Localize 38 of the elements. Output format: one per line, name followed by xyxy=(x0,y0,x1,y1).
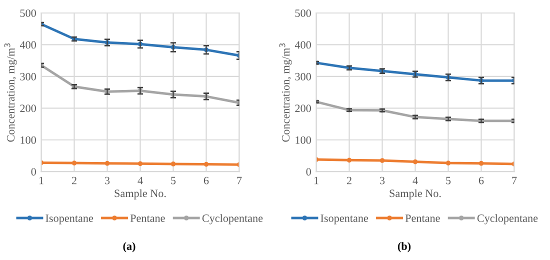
legend-label: Pentane xyxy=(130,214,165,222)
y-tick-label: 100 xyxy=(296,136,311,144)
y-tick-label: 200 xyxy=(295,104,311,112)
x-tick-label: 4 xyxy=(412,176,418,184)
x-tick-label: 2 xyxy=(346,176,352,184)
y-tick-label: 500 xyxy=(20,9,36,17)
legend-label: Cyclopentane xyxy=(477,214,538,224)
y-tick-label: 300 xyxy=(295,72,311,80)
x-tick-label: 6 xyxy=(204,176,209,184)
x-axis-title: Sample No. xyxy=(390,189,441,200)
y-axis-title: Concentration, mg/m$^{3}$ xyxy=(279,43,292,142)
x-tick-label: 5 xyxy=(446,176,451,184)
text: (a) xyxy=(123,242,136,252)
y-tick-label: 0 xyxy=(306,168,311,176)
y-tick-label: 100 xyxy=(20,136,36,144)
text: (b) xyxy=(398,242,411,252)
legend-label: Isopentane xyxy=(320,214,368,224)
legend-label: Isopentane xyxy=(46,214,94,224)
y-tick-label: 500 xyxy=(295,9,311,17)
x-axis-title: Sample No. xyxy=(114,189,166,200)
x-tick-label: 4 xyxy=(138,176,143,184)
x-tick-label: 7 xyxy=(237,176,242,184)
x-tick-label: 1 xyxy=(39,176,44,184)
x-tick-label: 3 xyxy=(380,176,385,184)
y-tick-label: 200 xyxy=(20,104,36,112)
x-tick-label: 7 xyxy=(512,176,517,184)
x-tick-label: 2 xyxy=(72,176,76,184)
y-axis-title: Concentration, mg/m$^{3}$ xyxy=(4,43,17,142)
x-tick-label: 6 xyxy=(478,176,484,184)
y-tick-label: 400 xyxy=(294,41,311,49)
y-tick-label: 0 xyxy=(31,168,36,176)
legend-label: Cyclopentane xyxy=(202,214,263,224)
y-tick-label: 400 xyxy=(20,41,36,49)
x-tick-label: 5 xyxy=(171,176,176,184)
x-tick-label: 1 xyxy=(314,176,318,184)
x-tick-label: 3 xyxy=(105,176,110,184)
y-tick-label: 300 xyxy=(20,72,36,80)
legend-label: Pentane xyxy=(405,214,440,222)
